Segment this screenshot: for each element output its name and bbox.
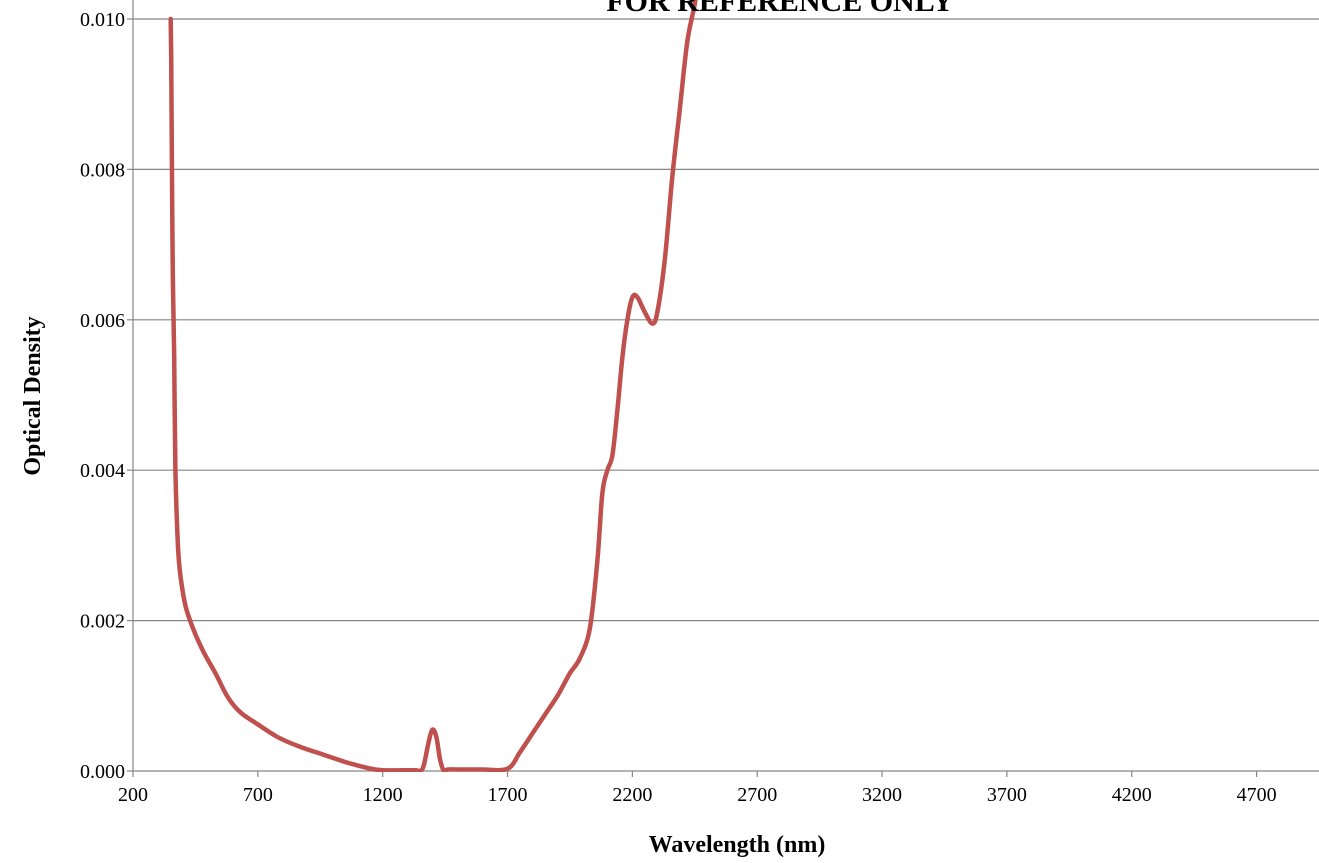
- y-axis-title: Optical Density: [20, 316, 46, 475]
- chart-title: FOR REFERENCE ONLY: [606, 0, 954, 18]
- x-axis-title: Wavelength (nm): [649, 832, 826, 858]
- gridlines: [133, 18, 1319, 622]
- y-tick-label: 0.008: [80, 159, 125, 181]
- x-tick-label: 1700: [488, 784, 528, 806]
- x-tick-label: 4700: [1237, 784, 1277, 806]
- y-tick-label: 0.004: [80, 460, 125, 482]
- x-tick-label: 4200: [1112, 784, 1152, 806]
- x-tick-label: 200: [118, 784, 148, 806]
- x-tick-labels: 200 700 1200 1700 2200 2700 3200 3700 4200 4700: [118, 784, 1277, 806]
- x-tick-label: 3200: [862, 784, 902, 806]
- series-line: [168, 0, 698, 772]
- x-tick-label: 2700: [737, 784, 777, 806]
- y-tick-label: 0.002: [80, 611, 125, 633]
- axes: [127, 0, 1319, 777]
- y-tick-label: 0.006: [80, 310, 125, 332]
- x-tick-label: 3700: [987, 784, 1027, 806]
- y-tick-labels: 0.000 0.002 0.004 0.006 0.008 0.010: [80, 9, 125, 783]
- x-tick-label: 700: [243, 784, 273, 806]
- series-layer: [168, 0, 698, 772]
- x-tick-label: 1200: [363, 784, 403, 806]
- x-tick-label: 2200: [612, 784, 652, 806]
- y-tick-label: 0.000: [80, 761, 125, 783]
- y-tick-label: 0.010: [80, 9, 125, 31]
